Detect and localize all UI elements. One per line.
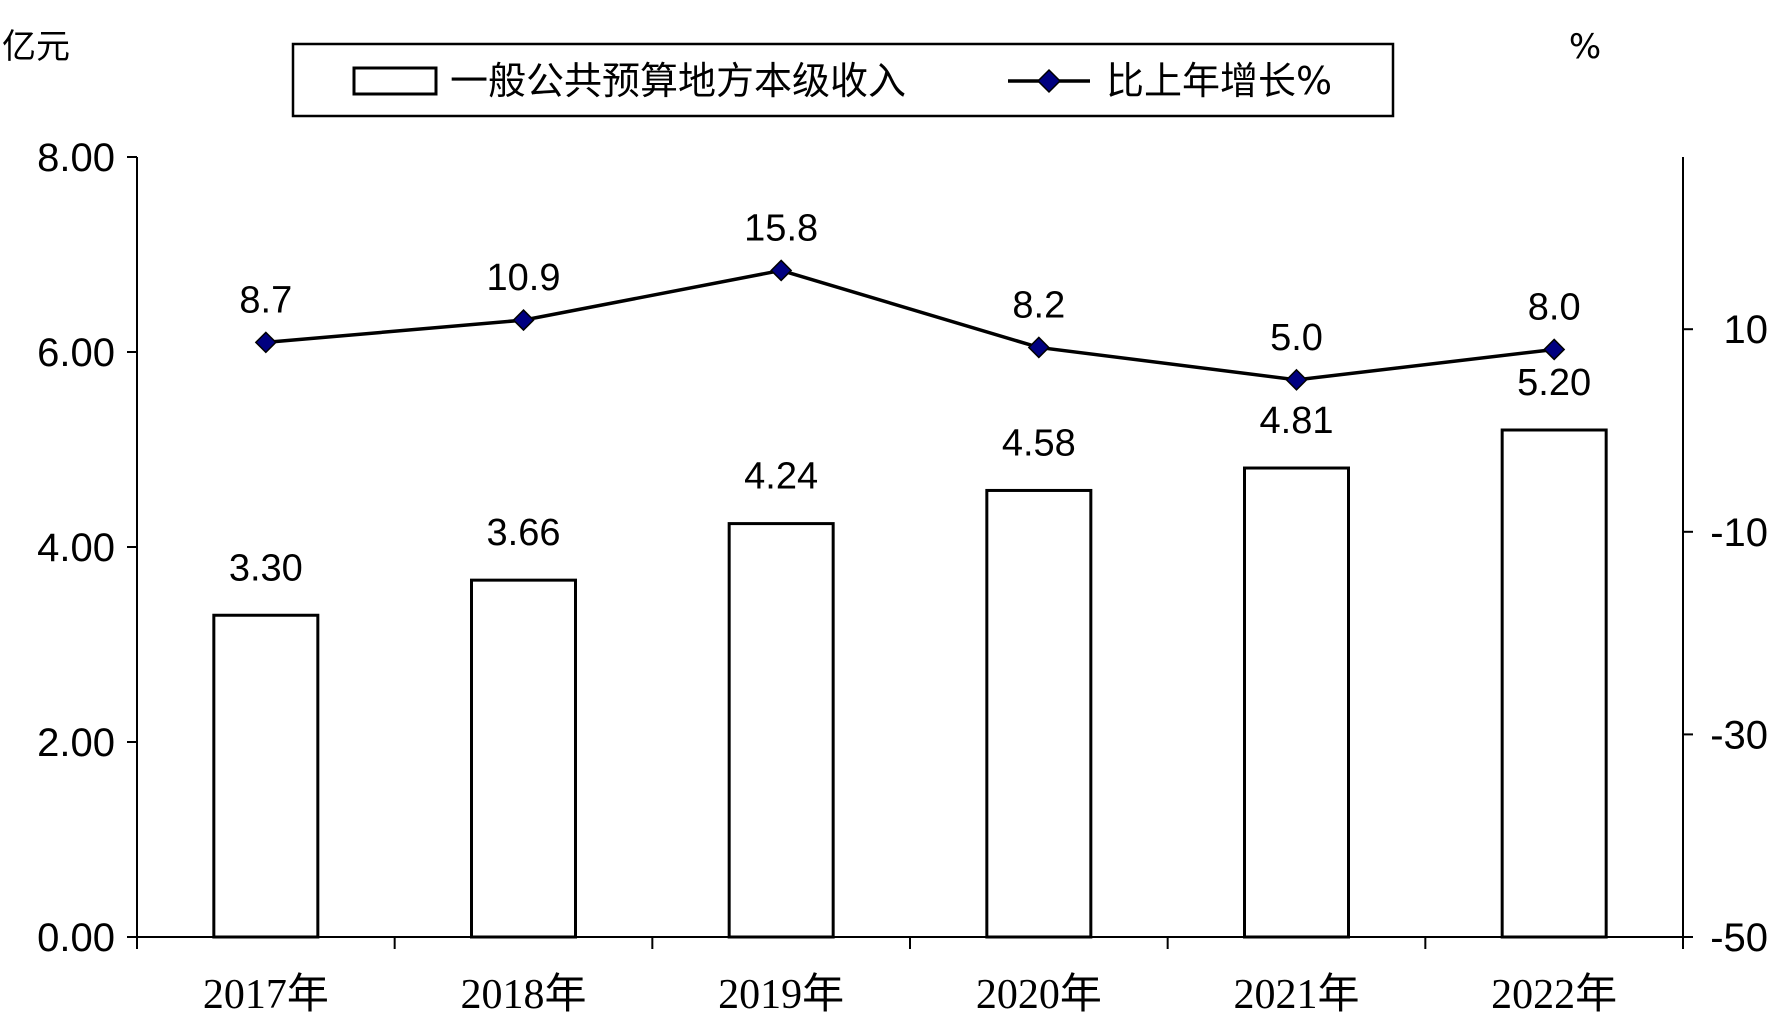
legend-frame xyxy=(291,42,1395,118)
growth-point-marker xyxy=(1285,368,1308,391)
right-tick-label: 10 xyxy=(1724,308,1769,352)
legend-bar-series-label: 一般公共预算地方本级收入 xyxy=(450,59,906,103)
legend: 一般公共预算地方本级收入 比上年增长% xyxy=(291,42,1395,118)
growth-value-label: 8.0 xyxy=(1528,286,1581,328)
bar-value-label: 3.30 xyxy=(229,547,303,589)
bar-value-label: 4.81 xyxy=(1260,400,1334,442)
bar-value-label: 5.20 xyxy=(1517,362,1591,404)
x-tick-label: 2021年 xyxy=(1233,971,1359,1018)
growth-point-marker xyxy=(1543,338,1566,361)
growth-series-line xyxy=(265,268,1555,382)
growth-point-marker xyxy=(770,259,793,282)
plot-area: 0.00 2.00 4.00 6.00 8.00 -50 -30 -10 10 2017年 2018… xyxy=(37,136,1768,1018)
legend-line-series-label: 比上年增长% xyxy=(1106,59,1332,103)
bar-value-label: 4.58 xyxy=(1002,422,1076,464)
right-tick-label: -50 xyxy=(1710,916,1768,960)
x-tick-label: 2017年 xyxy=(203,971,329,1018)
bar-2019年 xyxy=(727,522,835,939)
bar-2020年 xyxy=(985,488,1093,939)
left-axis-unit-label: 亿元 xyxy=(2,27,70,67)
right-tick-label: -10 xyxy=(1710,511,1768,555)
growth-point-marker xyxy=(512,309,535,332)
growth-point-marker xyxy=(1027,336,1050,359)
bar-value-label: 4.24 xyxy=(744,456,818,498)
left-tick-label: 4.00 xyxy=(37,526,115,570)
growth-value-label: 10.9 xyxy=(487,257,561,299)
left-tick-label: 2.00 xyxy=(37,721,115,765)
legend-line-marker xyxy=(1036,68,1062,94)
x-tick-label: 2018年 xyxy=(460,971,586,1018)
right-axis-unit-label: % xyxy=(1569,27,1601,67)
legend-bar-swatch xyxy=(352,66,438,96)
x-tick-label: 2020年 xyxy=(976,971,1102,1018)
bar-2017年 xyxy=(212,613,320,939)
growth-value-label: 5.0 xyxy=(1270,317,1323,359)
left-tick-label: 8.00 xyxy=(37,136,115,180)
bar-2022年 xyxy=(1500,428,1608,939)
growth-value-label: 8.2 xyxy=(1012,284,1065,326)
left-tick-label: 0.00 xyxy=(37,916,115,960)
x-tick-label: 2019年 xyxy=(718,971,844,1018)
bar-2021年 xyxy=(1243,466,1350,939)
bar-2018年 xyxy=(470,578,577,939)
growth-value-label: 8.7 xyxy=(239,279,292,321)
bar-value-label: 3.66 xyxy=(487,512,561,554)
left-tick-label: 6.00 xyxy=(37,331,115,375)
growth-value-label: 15.8 xyxy=(744,207,818,249)
right-tick-label: -30 xyxy=(1710,713,1768,757)
growth-point-marker xyxy=(254,331,277,354)
x-tick-label: 2022年 xyxy=(1491,971,1617,1018)
